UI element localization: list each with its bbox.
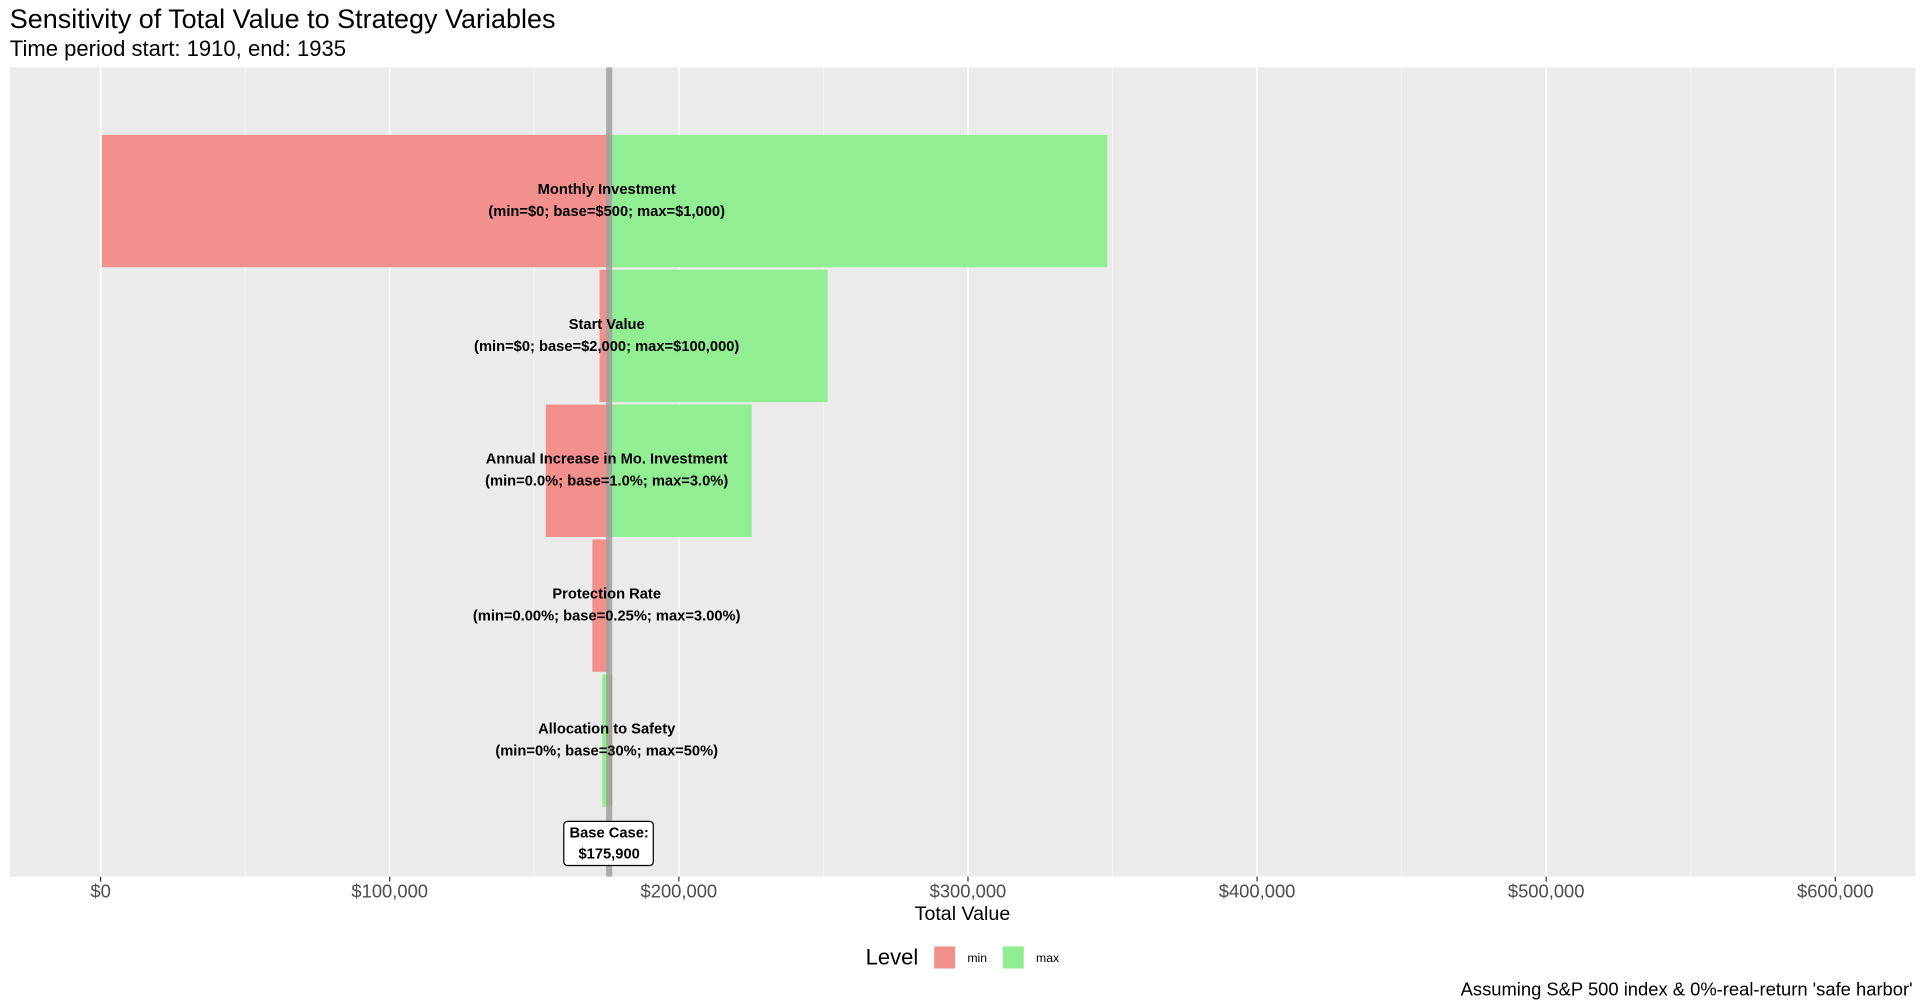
base-case-value: $175,900 (578, 846, 639, 862)
range-label: (min=0.00%; base=0.25%; max=3.00%) (473, 609, 741, 625)
x-tick-label: $0 (90, 880, 110, 901)
base-case-label: Base Case: (570, 826, 649, 842)
bar (609, 404, 752, 537)
bar (599, 269, 610, 403)
bar (545, 404, 610, 537)
x-tick-label: $500,000 (1508, 880, 1585, 901)
category-label: Protection Rate (552, 586, 661, 602)
range-label: (min=$0; base=$2,000; max=$100,000) (474, 339, 739, 355)
x-tick-label: $200,000 (641, 880, 718, 901)
category-label: Allocation to Safety (538, 721, 676, 737)
bar (609, 134, 1108, 268)
chart-subtitle: Time period start: 1910, end: 1935 (10, 36, 346, 61)
x-axis-title: Total Value (915, 903, 1011, 925)
legend-label: min (967, 951, 987, 965)
range-label: (min=0.0%; base=1.0%; max=3.0%) (485, 474, 728, 490)
category-label: Annual Increase in Mo. Investment (486, 452, 728, 468)
bar (602, 674, 610, 807)
category-label: Monthly Investment (538, 182, 676, 198)
base-case-box (563, 820, 654, 867)
x-tick-label: $300,000 (930, 880, 1007, 901)
legend-label: max (1036, 951, 1059, 965)
bar (609, 269, 828, 403)
legend-swatch (1002, 946, 1024, 969)
legend-title: Level (866, 945, 919, 970)
x-tick-label: $100,000 (351, 880, 428, 901)
x-tick-label: $400,000 (1219, 880, 1296, 901)
x-tick-label: $600,000 (1797, 880, 1874, 901)
range-label: (min=$0; base=$500; max=$1,000) (488, 204, 725, 220)
caption: Assuming S&P 500 index & 0%-real-return … (1461, 978, 1913, 999)
category-label: Start Value (569, 317, 645, 333)
bar (592, 539, 610, 672)
range-label: (min=0%; base=30%; max=50%) (495, 743, 718, 759)
legend-swatch (934, 946, 956, 969)
chart-title: Sensitivity of Total Value to Strategy V… (10, 4, 556, 34)
bar (102, 134, 610, 268)
